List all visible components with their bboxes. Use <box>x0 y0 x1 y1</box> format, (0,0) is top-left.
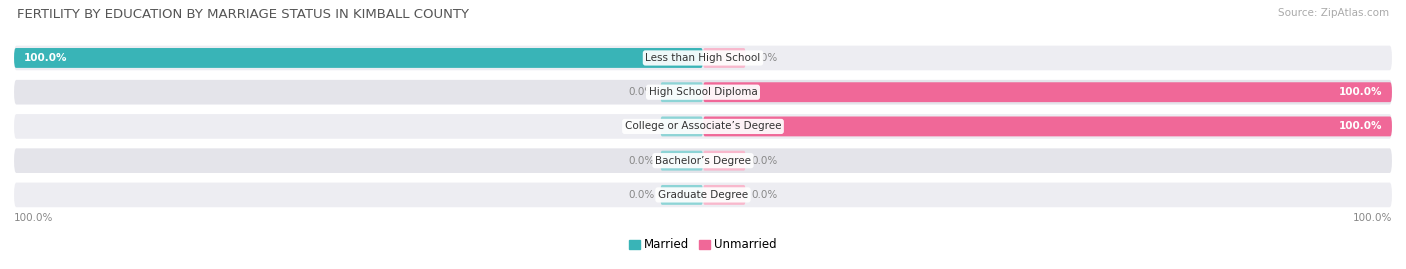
Text: High School Diploma: High School Diploma <box>648 87 758 97</box>
Text: 100.0%: 100.0% <box>14 213 53 223</box>
Text: Graduate Degree: Graduate Degree <box>658 190 748 200</box>
FancyBboxPatch shape <box>703 185 745 205</box>
Text: FERTILITY BY EDUCATION BY MARRIAGE STATUS IN KIMBALL COUNTY: FERTILITY BY EDUCATION BY MARRIAGE STATU… <box>17 8 468 21</box>
FancyBboxPatch shape <box>14 183 1392 207</box>
Text: 0.0%: 0.0% <box>751 53 778 63</box>
Text: 0.0%: 0.0% <box>628 190 655 200</box>
Text: College or Associate’s Degree: College or Associate’s Degree <box>624 121 782 132</box>
FancyBboxPatch shape <box>14 148 1392 173</box>
FancyBboxPatch shape <box>703 116 1392 136</box>
FancyBboxPatch shape <box>14 48 703 68</box>
FancyBboxPatch shape <box>703 82 1392 102</box>
Text: 100.0%: 100.0% <box>1353 213 1392 223</box>
FancyBboxPatch shape <box>661 151 703 171</box>
Text: 0.0%: 0.0% <box>751 190 778 200</box>
Text: 0.0%: 0.0% <box>751 156 778 166</box>
FancyBboxPatch shape <box>703 151 745 171</box>
FancyBboxPatch shape <box>14 114 1392 139</box>
FancyBboxPatch shape <box>14 46 1392 70</box>
Text: Bachelor’s Degree: Bachelor’s Degree <box>655 156 751 166</box>
FancyBboxPatch shape <box>703 48 745 68</box>
FancyBboxPatch shape <box>14 80 1392 105</box>
Text: 0.0%: 0.0% <box>628 156 655 166</box>
Text: 100.0%: 100.0% <box>1339 121 1382 132</box>
Text: 100.0%: 100.0% <box>1339 87 1382 97</box>
Text: Less than High School: Less than High School <box>645 53 761 63</box>
FancyBboxPatch shape <box>661 82 703 102</box>
FancyBboxPatch shape <box>661 116 703 136</box>
Text: 0.0%: 0.0% <box>628 121 655 132</box>
Text: Source: ZipAtlas.com: Source: ZipAtlas.com <box>1278 8 1389 18</box>
FancyBboxPatch shape <box>661 185 703 205</box>
Text: 0.0%: 0.0% <box>628 87 655 97</box>
Text: 100.0%: 100.0% <box>24 53 67 63</box>
Legend: Married, Unmarried: Married, Unmarried <box>624 234 782 256</box>
